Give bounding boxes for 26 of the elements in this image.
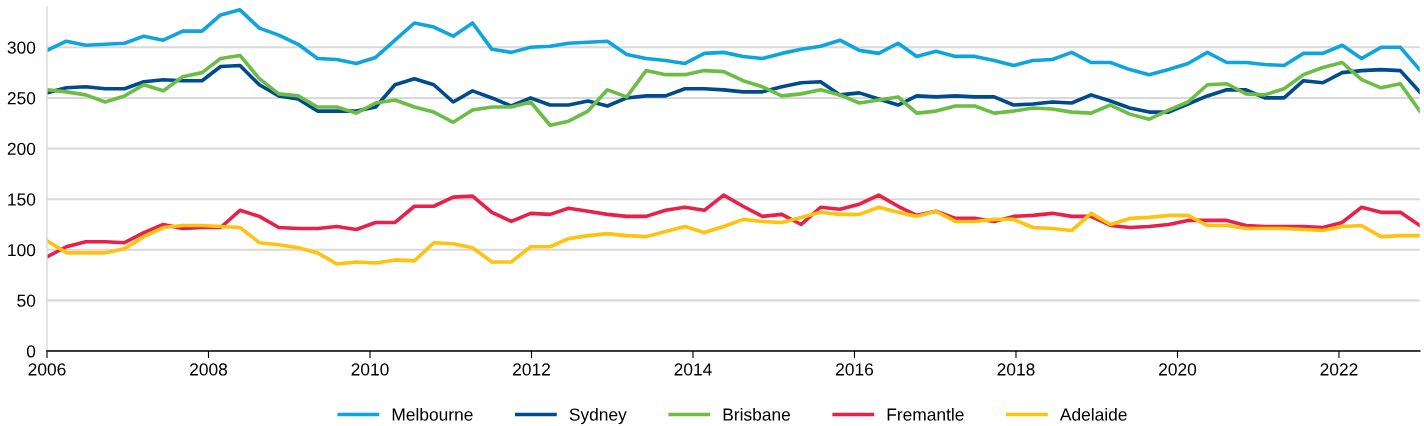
legend-label: Adelaide [1059,407,1127,421]
x-tick-label: 2022 [1320,363,1358,376]
legend-label: Fremantle [887,407,964,421]
x-tick-label: 2018 [997,363,1035,376]
x-tick-label: 2008 [190,363,228,376]
y-tick-label: 200 [7,142,36,156]
x-tick-label: 2012 [513,363,550,376]
y-tick-label: 0 [26,345,36,358]
line-series [46,205,1420,266]
line-series [46,8,1420,77]
y-tick-label: 100 [8,243,36,257]
x-tick-label: 2016 [836,363,874,376]
line-series [46,193,1420,259]
y-tick-label: 150 [8,193,36,206]
y-tick-label: 50 [17,294,36,307]
x-tick-label: 2006 [28,363,66,376]
y-tick-label: 300 [7,41,36,54]
legend-label: Melbourne [392,407,473,421]
x-tick-label: 2020 [1159,363,1197,376]
legend-label: Brisbane [723,407,790,421]
y-tick-label: 250 [7,92,36,105]
x-tick-label: 2014 [674,363,712,376]
legend-label: Sydney [569,407,627,425]
line-series [46,63,1420,114]
line-series [46,53,1420,128]
x-tick-label: 2010 [351,363,389,376]
